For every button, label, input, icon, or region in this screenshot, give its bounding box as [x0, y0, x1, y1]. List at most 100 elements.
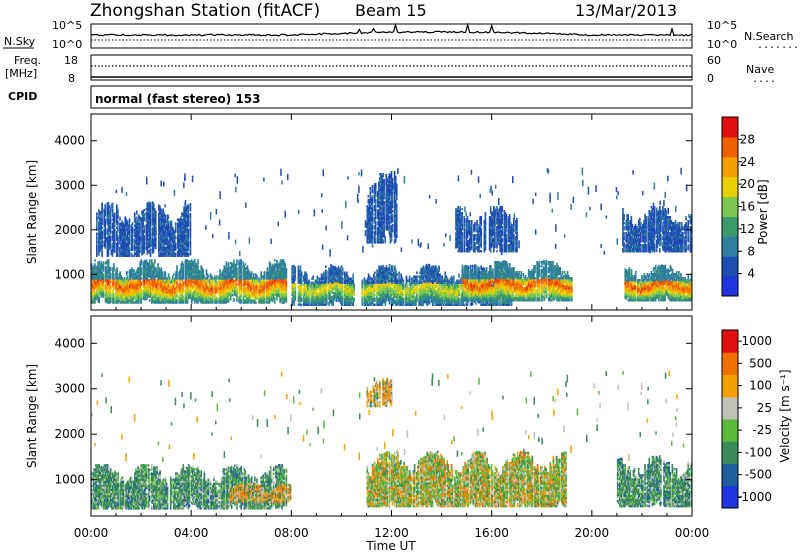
power-cell: [120, 234, 122, 237]
power-cell: [194, 291, 196, 294]
power-cell: [297, 269, 300, 272]
power-cell: [167, 252, 170, 255]
power-cell: [165, 287, 168, 290]
power-cell: [126, 246, 129, 249]
power-cell: [266, 295, 269, 298]
power-cell: [147, 291, 150, 294]
power-cell: [285, 268, 288, 271]
power-cell: [320, 297, 323, 300]
power-cell: [259, 297, 261, 300]
power-cell: [189, 203, 192, 206]
power-cell: [144, 262, 147, 265]
power-cell: [316, 287, 319, 290]
power-cell: [152, 300, 154, 303]
power-cell: [104, 210, 107, 213]
power-cell: [146, 212, 149, 215]
power-cell: [109, 229, 112, 232]
power-cell: [159, 279, 162, 282]
power-cell: [178, 283, 180, 286]
power-cell: [292, 300, 295, 304]
power-cell: [111, 222, 114, 225]
power-cell: [245, 293, 248, 296]
power-cell: [121, 244, 123, 247]
power-cell: [117, 254, 119, 257]
power-cell: [104, 267, 107, 271]
power-cell: [230, 262, 233, 265]
power-cell: [99, 247, 101, 250]
power-cell: [246, 275, 249, 278]
power-cell: [112, 239, 115, 242]
power-cell: [227, 298, 230, 301]
power-cell: [96, 216, 98, 219]
power-cell: [104, 296, 107, 299]
power-cell: [170, 224, 173, 227]
power-cell: [182, 297, 185, 300]
power-cell: [226, 281, 229, 285]
power-cell: [174, 283, 176, 286]
power-cell: [123, 301, 126, 304]
power-cell: [92, 277, 94, 280]
power-cell: [143, 265, 146, 269]
power-cell: [145, 219, 148, 223]
power-cell: [244, 295, 247, 298]
power-cell: [116, 273, 118, 276]
power-cell: [145, 229, 148, 233]
power-cell: [220, 277, 223, 280]
power-cell: [120, 224, 122, 227]
power-cell: [144, 286, 147, 289]
power-cell: [158, 252, 160, 255]
power-cell: [254, 297, 256, 300]
power-cell: [283, 299, 286, 302]
power-cell: [258, 293, 260, 296]
power-cell: [234, 285, 236, 288]
power-cell: [272, 281, 275, 284]
power-cell: [171, 277, 174, 280]
power-cell: [163, 224, 165, 227]
power-cell: [185, 299, 188, 302]
power-cell: [291, 279, 293, 282]
power-cell: [245, 271, 248, 274]
power-cell: [284, 293, 287, 296]
power-cell: [314, 303, 317, 306]
power-cell: [178, 224, 180, 227]
power-cell: [214, 297, 216, 300]
power-cell: [258, 299, 260, 302]
power-cell: [185, 291, 188, 294]
power-cell: [170, 289, 173, 292]
power-cell: [283, 267, 286, 270]
power-cell: [220, 281, 223, 284]
power-cell: [113, 281, 115, 284]
power-cell: [191, 296, 194, 300]
power-cell: [282, 281, 285, 284]
power-cell: [109, 207, 112, 210]
power-cell: [229, 280, 232, 283]
power-cell: [127, 301, 130, 304]
power-cell: [91, 277, 93, 280]
power-cell: [324, 289, 327, 292]
power-cell: [139, 281, 142, 284]
power-cell: [151, 245, 154, 248]
power-cell: [116, 289, 118, 292]
power-cell: [222, 281, 225, 284]
power-cell: [98, 262, 101, 266]
power-cell: [128, 254, 131, 257]
power-cell: [204, 281, 207, 284]
power-cell: [260, 273, 262, 276]
power-cell: [183, 220, 185, 223]
power-cell: [332, 285, 334, 288]
power-cell: [243, 285, 246, 288]
power-cell: [96, 246, 98, 249]
power-cell: [236, 273, 238, 276]
power-cell: [279, 296, 281, 300]
power-cell: [104, 224, 107, 227]
power-cell: [125, 218, 128, 221]
power-cell: [102, 267, 105, 270]
power-cell: [99, 243, 101, 246]
power-cell: [112, 227, 115, 230]
power-cell: [314, 301, 317, 304]
power-cell: [157, 289, 159, 292]
power-cell: [123, 244, 125, 247]
power-cell: [181, 226, 183, 229]
power-cell: [187, 274, 190, 278]
power-cell: [145, 263, 148, 266]
